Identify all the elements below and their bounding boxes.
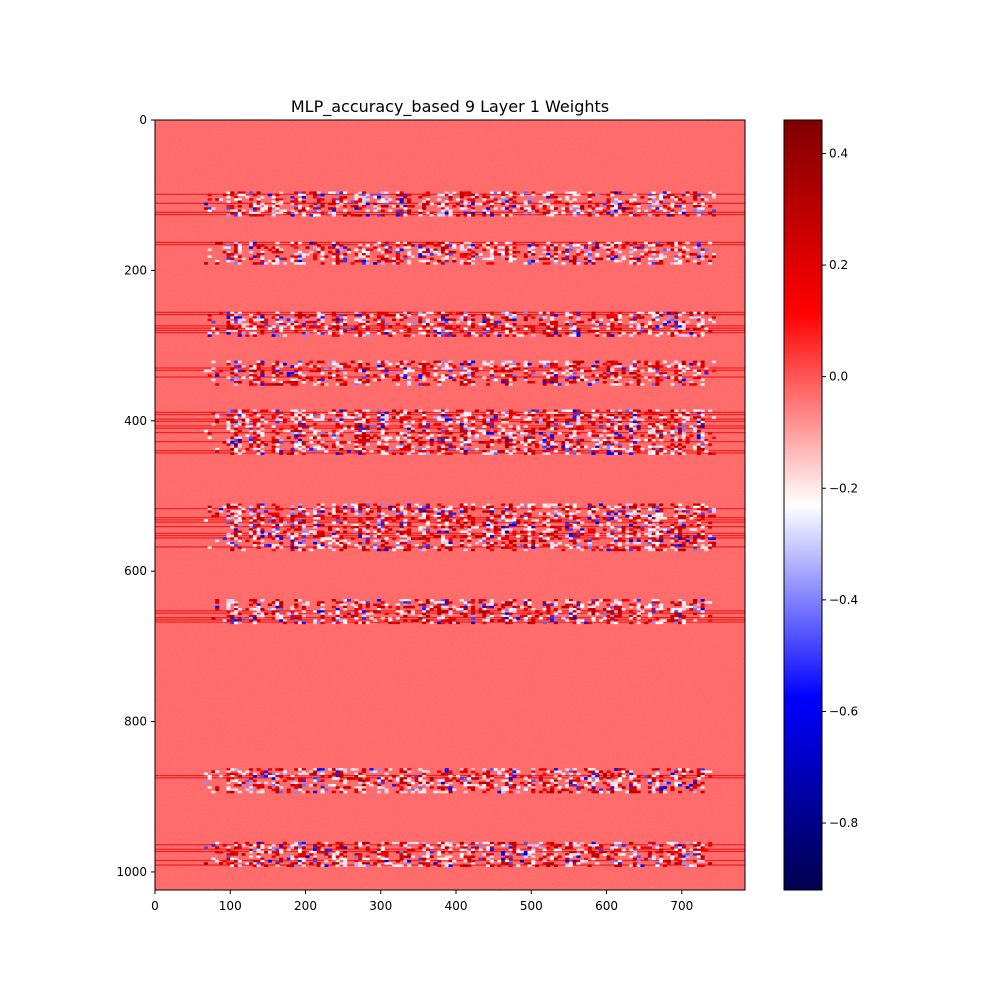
heatmap-plot-area: [155, 120, 745, 890]
active-band-8: [155, 841, 745, 867]
colorbar-tick-label: −0.2: [829, 481, 858, 495]
colorbar: 0.4 0.2 0.0 −0.2 −0.4 −0.6 −0.8: [783, 119, 858, 891]
y-tick-label: 600: [124, 564, 147, 578]
colorbar-tick-label: 0.2: [829, 258, 848, 272]
active-band-6: [155, 598, 745, 625]
active-band-1: [155, 241, 745, 265]
x-tick-label: 0: [151, 899, 159, 913]
y-tick-label: 400: [124, 414, 147, 428]
colorbar-tick-label: −0.4: [829, 593, 858, 607]
chart-title: MLP_accuracy_based 9 Layer 1 Weights: [291, 97, 609, 117]
y-tick-label: 1000: [116, 865, 147, 879]
colorbar-tick-label: −0.6: [829, 704, 858, 718]
colorbar-tick-label: 0.4: [829, 146, 848, 160]
heatmap-active-bands: [155, 191, 745, 867]
x-tick-label: 400: [445, 899, 468, 913]
x-tick-label: 700: [670, 899, 693, 913]
plot-frame: [154, 119, 746, 891]
active-band-5: [155, 503, 745, 552]
active-band-2: [155, 311, 745, 337]
x-tick-label: 100: [219, 899, 242, 913]
colorbar-ticks: 0.4 0.2 0.0 −0.2 −0.4 −0.6 −0.8: [822, 146, 858, 830]
active-band-7: [155, 768, 745, 794]
active-band-4: [155, 409, 745, 455]
heatmap-noise-texture: [155, 120, 745, 890]
active-band-0: [155, 191, 745, 217]
x-axis: 0 100 200 300 400 500 600 700: [151, 890, 693, 913]
colorbar-gradient: [783, 119, 823, 891]
y-tick-label: 0: [139, 113, 147, 127]
active-band-3: [155, 360, 745, 386]
colorbar-tick-label: 0.0: [829, 370, 848, 384]
x-tick-label: 200: [294, 899, 317, 913]
x-tick-label: 300: [369, 899, 392, 913]
x-tick-label: 600: [595, 899, 618, 913]
y-tick-label: 800: [124, 715, 147, 729]
y-axis: 0 200 400 600 800 1000: [116, 113, 155, 879]
y-tick-label: 200: [124, 263, 147, 277]
colorbar-tick-label: −0.8: [829, 816, 858, 830]
x-tick-label: 500: [520, 899, 543, 913]
